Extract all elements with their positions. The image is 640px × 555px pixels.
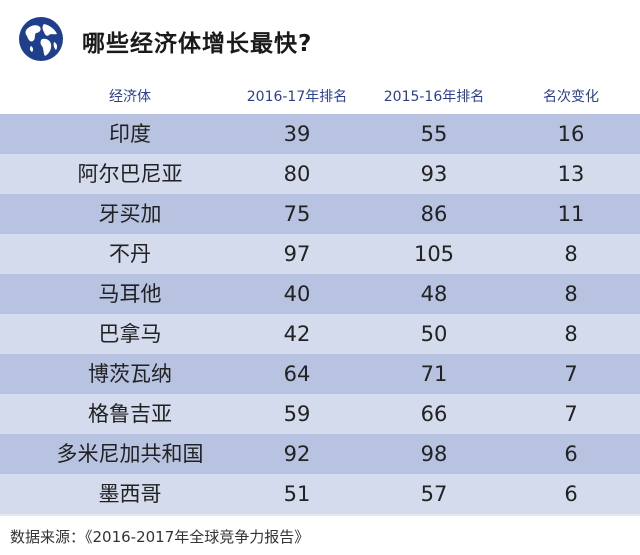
table-row: 阿尔巴尼亚 80 93 13 [0,154,640,194]
rank-change-cell: 6 [564,442,578,466]
table-row: 印度 39 55 16 [0,114,640,154]
rank-change-cell: 8 [564,322,578,346]
column-header-rank-change: 名次变化 [543,89,599,105]
table-row: 马耳他 40 48 8 [0,274,640,314]
rank-2016-cell: 97 [283,242,311,266]
economy-cell: 牙买加 [98,202,162,226]
rank-2016-cell: 64 [283,362,311,386]
globe-icon [19,17,63,61]
economy-cell: 印度 [109,122,151,146]
rank-2016-cell: 39 [283,122,311,146]
column-header-rank-2016: 2016-17年排名 [246,89,348,105]
rank-2016-cell: 92 [283,442,311,466]
rank-2016-cell: 51 [283,482,311,506]
table-header-row: 经济体 2016-17年排名 2015-16年排名 名次变化 [0,80,640,114]
column-header-economy: 经济体 [109,89,151,105]
rank-change-cell: 7 [564,402,578,426]
source-note: 数据来源：《2016-2017年全球竞争力报告》 [10,528,310,546]
table-row: 墨西哥 51 57 6 [0,474,640,514]
rank-2015-cell: 66 [420,402,448,426]
rank-2016-cell: 59 [283,402,311,426]
table-row: 博茨瓦纳 64 71 7 [0,354,640,394]
ranking-table: 经济体 2016-17年排名 2015-16年排名 名次变化 印度 39 55 16 阿… [0,80,640,516]
rank-change-cell: 13 [557,162,585,186]
table-row: 巴拿马 42 50 8 [0,314,640,354]
rank-change-cell: 8 [564,242,578,266]
economy-cell: 不丹 [109,242,151,266]
footer: 数据来源：《2016-2017年全球竞争力报告》 [0,516,640,555]
table-row: 不丹 97 105 8 [0,234,640,274]
rank-2015-cell: 48 [420,282,448,306]
page-title: 哪些经济体增长最快? [82,31,313,57]
rank-2016-cell: 40 [283,282,311,306]
table-row: 牙买加 75 86 11 [0,194,640,234]
header: 哪些经济体增长最快? [0,0,640,80]
rank-2016-cell: 42 [283,322,311,346]
rank-2015-cell: 93 [420,162,448,186]
rank-2015-cell: 86 [420,202,448,226]
economy-cell: 巴拿马 [98,322,162,346]
rank-change-cell: 11 [557,202,585,226]
rank-2015-cell: 50 [420,322,448,346]
rank-change-cell: 6 [564,482,578,506]
column-header-rank-2015: 2015-16年排名 [383,89,485,105]
rank-2015-cell: 105 [413,242,455,266]
rank-change-cell: 7 [564,362,578,386]
rank-2016-cell: 80 [283,162,311,186]
rank-2015-cell: 57 [420,482,448,506]
rank-change-cell: 8 [564,282,578,306]
rank-2015-cell: 55 [420,122,448,146]
economy-cell: 马耳他 [98,282,162,306]
rank-2015-cell: 71 [420,362,448,386]
economy-cell: 阿尔巴尼亚 [77,162,183,186]
rank-change-cell: 16 [557,122,585,146]
economy-cell: 博茨瓦纳 [88,362,172,386]
rank-2016-cell: 75 [283,202,311,226]
table-row: 格鲁吉亚 59 66 7 [0,394,640,434]
rank-2015-cell: 98 [420,442,448,466]
economy-cell: 格鲁吉亚 [88,402,172,426]
economy-cell: 墨西哥 [98,482,162,506]
table-row: 多米尼加共和国 92 98 6 [0,434,640,474]
economy-cell: 多米尼加共和国 [56,442,204,466]
